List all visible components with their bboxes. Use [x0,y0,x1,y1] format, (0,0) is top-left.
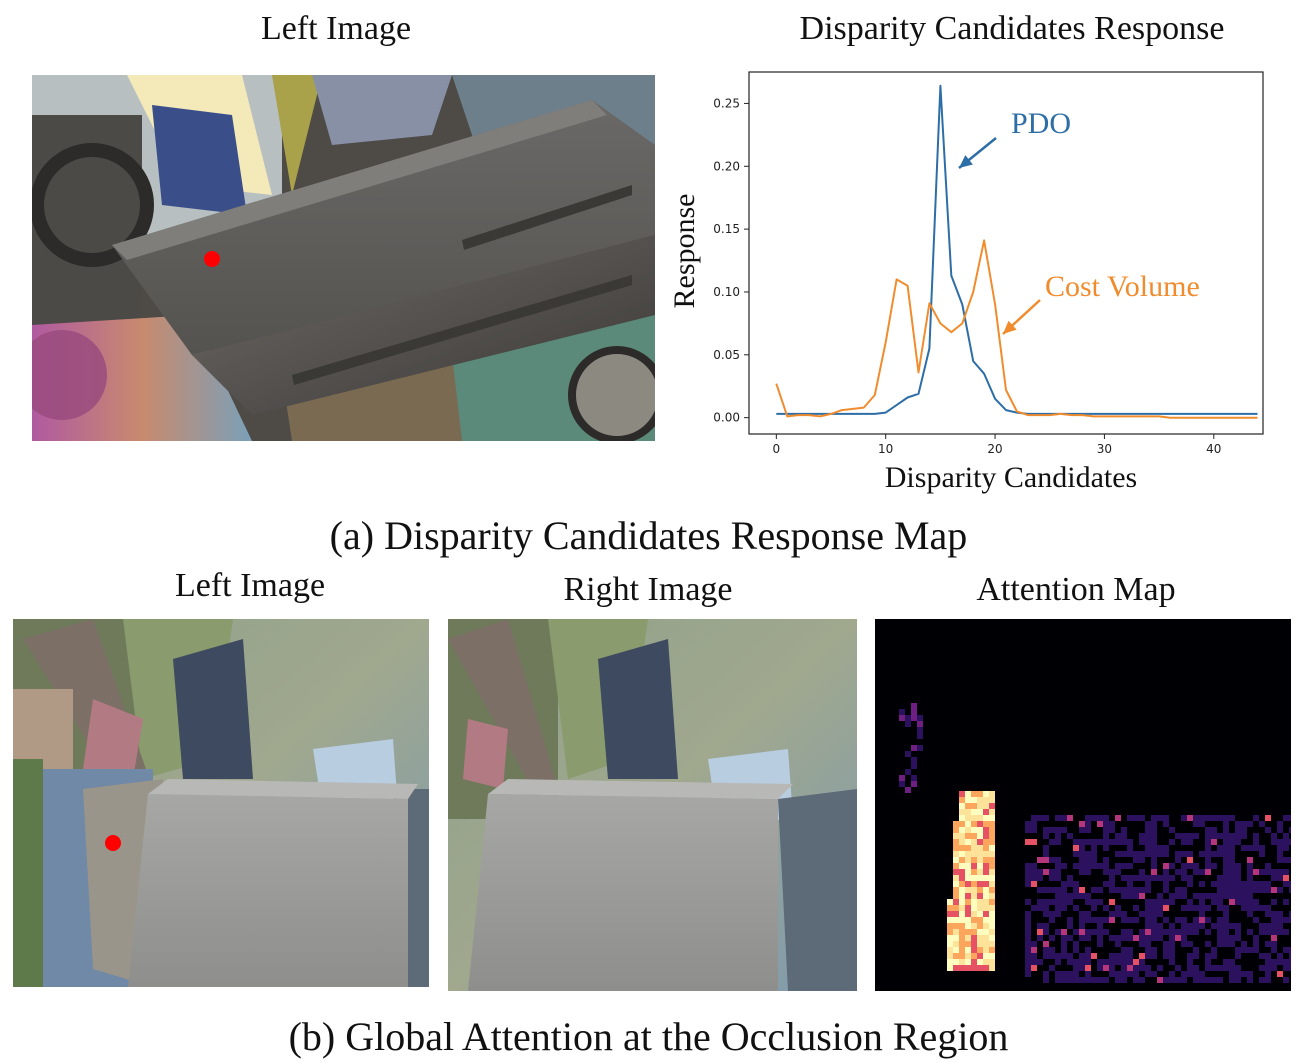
left-image-a [32,75,655,441]
x-tick-label: 20 [987,442,1002,456]
y-tick-label: 0.05 [713,348,740,362]
attention-map-title: Attention Map [976,571,1176,608]
left-image-title-a: Left Image [260,10,412,47]
y-tick-label: 0.25 [713,96,740,110]
left-image-b [13,619,429,987]
attention-map [875,619,1291,991]
plot-frame [748,71,1264,435]
right-image-title-b: Right Image [563,571,733,608]
y-tick-label: 0.15 [713,222,740,236]
y-axis-label: Response [668,194,701,309]
caption-b: (b) Global Attention at the Occlusion Re… [288,1014,1009,1059]
series-line-pdo [776,84,1258,415]
response-chart: 0 10 20 30 40 0.00 0.05 0.10 0.15 0.20 0.25 Dispari… [668,71,1264,494]
right-image-b [448,619,857,991]
annotation-label: Cost Volume [1045,270,1200,303]
x-axis-label: Disparity Candidates [885,461,1137,494]
right-image-b-scene [448,619,857,991]
left-image-a-scene [32,75,655,441]
x-tick-label: 0 [773,442,781,456]
query-point-marker-b [105,835,121,851]
annotation-arrow-head [1003,320,1017,334]
y-tick-label: 0.20 [713,159,740,173]
left-image-title-b: Left Image [174,567,326,604]
x-tick-label: 30 [1097,442,1112,456]
caption-a: (a) Disparity Candidates Response Map [329,513,968,558]
x-tick-label: 40 [1206,442,1221,456]
series-line-cost-volume [775,239,1258,419]
annotation-label: PDO [1011,107,1071,140]
attention-heatmap [899,703,1291,983]
y-tick-label: 0.10 [713,285,740,299]
annotation-arrow-head [959,155,973,168]
query-point-marker-a [204,251,220,267]
y-tick-label: 0.00 [713,411,740,425]
chart-title: Disparity Candidates Response [799,10,1225,47]
left-image-b-scene [13,619,429,987]
x-tick-label: 10 [878,442,893,456]
